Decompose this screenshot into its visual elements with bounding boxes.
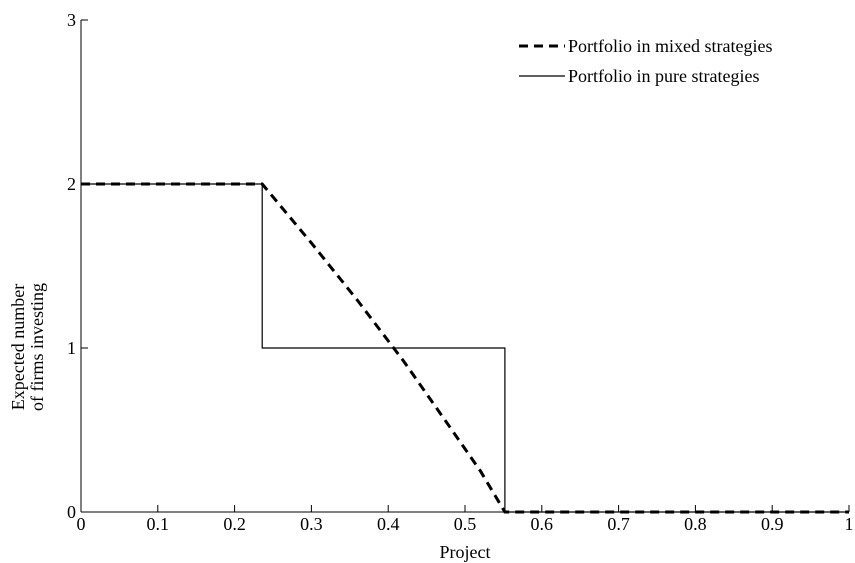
- x-axis-label: Project: [440, 542, 491, 562]
- x-tick-label: 0.9: [761, 514, 784, 534]
- y-axis-label: Expected number of firms investing: [8, 283, 47, 411]
- x-tick-label: 0.2: [223, 514, 246, 534]
- x-tick-label: 0.1: [147, 514, 170, 534]
- series-line-pure-strategies: [81, 183, 849, 513]
- y-tick-label: 1: [67, 338, 76, 358]
- y-tick-label: 0: [67, 502, 76, 522]
- x-tick-label: 0.8: [684, 514, 707, 534]
- x-axis-ticks: 0 0.1 0.2 0.3 0.4 0.5 0.6 0.7 0.8 0.9 1: [77, 505, 854, 534]
- x-tick-label: 0: [77, 514, 86, 534]
- x-tick-label: 0.4: [377, 514, 400, 534]
- x-tick-label: 0.6: [531, 514, 554, 534]
- y-tick-label: 3: [67, 10, 76, 30]
- y-axis-label-line-2: of firms investing: [27, 283, 47, 411]
- series-layer: [81, 182, 849, 514]
- plot-frame: [80, 20, 849, 513]
- y-tick-label: 2: [67, 174, 76, 194]
- x-tick-label: 1: [845, 514, 854, 534]
- legend-label-pure: Portfolio in pure strategies: [568, 66, 759, 86]
- x-tick-label: 0.5: [454, 514, 477, 534]
- legend: Portfolio in mixed strategies Portfolio …: [519, 36, 772, 86]
- x-tick-label: 0.7: [607, 514, 630, 534]
- series-line-mixed-strategies: [81, 182, 849, 514]
- y-axis-ticks: 0 1 2 3: [67, 10, 88, 522]
- legend-label-mixed: Portfolio in mixed strategies: [568, 36, 772, 56]
- x-tick-label: 0.3: [300, 514, 323, 534]
- y-axis-label-line-1: Expected number: [8, 284, 28, 410]
